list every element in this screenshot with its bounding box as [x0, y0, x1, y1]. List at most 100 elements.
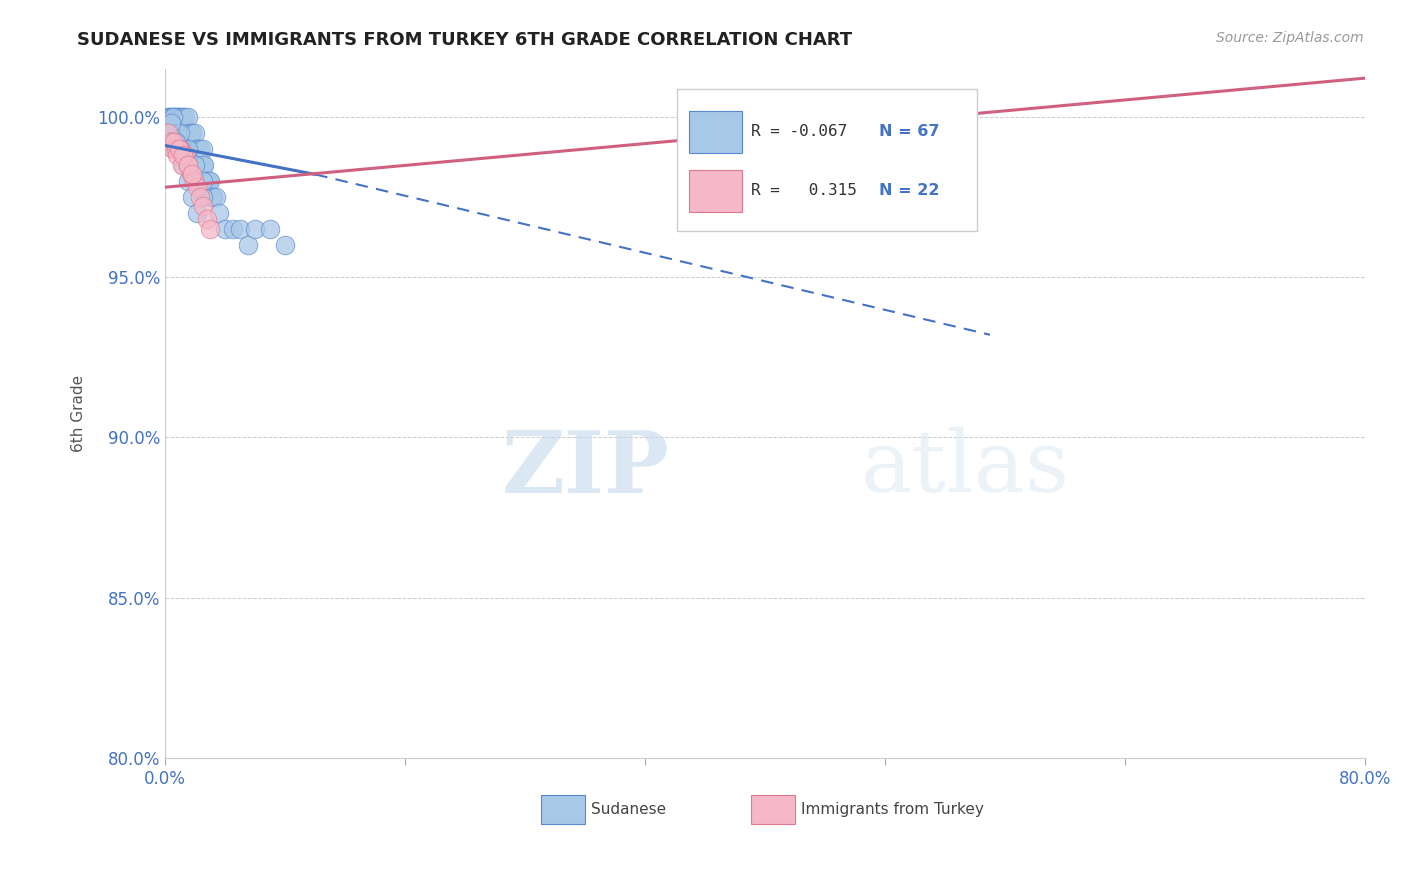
Point: [166, 126, 188, 140]
Point: [181, 167, 204, 181]
Point: [200, 222, 222, 236]
Point: [190, 158, 212, 172]
Point: [167, 142, 190, 156]
Point: [162, 110, 184, 124]
Point: [184, 174, 207, 188]
Point: [184, 126, 207, 140]
Text: Source: ZipAtlas.com: Source: ZipAtlas.com: [1216, 31, 1364, 45]
Point: [183, 174, 205, 188]
Point: [208, 206, 231, 220]
Point: [162, 110, 184, 124]
Point: [167, 110, 190, 124]
Point: [177, 158, 200, 172]
Point: [159, 126, 181, 140]
Point: [184, 142, 207, 156]
Point: [165, 142, 187, 156]
Point: [188, 142, 211, 156]
Point: [191, 158, 214, 172]
Point: [163, 142, 186, 156]
Point: [904, 94, 927, 108]
Text: Sudanese: Sudanese: [591, 803, 666, 817]
Point: [166, 148, 188, 162]
Text: N = 67: N = 67: [879, 125, 939, 139]
Point: [170, 158, 193, 172]
Point: [214, 222, 236, 236]
Point: [188, 158, 211, 172]
Point: [188, 190, 211, 204]
Text: N = 22: N = 22: [879, 183, 939, 198]
Point: [160, 136, 183, 150]
Point: [191, 190, 214, 204]
Point: [195, 174, 218, 188]
Point: [195, 212, 218, 227]
Point: [169, 116, 191, 130]
Point: [221, 222, 243, 236]
Text: R =   0.315: R = 0.315: [751, 183, 856, 198]
Point: [201, 190, 224, 204]
Point: [236, 238, 259, 252]
FancyBboxPatch shape: [689, 112, 742, 153]
Point: [160, 110, 183, 124]
Point: [169, 126, 191, 140]
Point: [187, 142, 209, 156]
Point: [159, 110, 181, 124]
Point: [177, 142, 200, 156]
Point: [173, 148, 195, 162]
Point: [169, 110, 191, 124]
Point: [177, 174, 200, 188]
Point: [181, 142, 204, 156]
FancyBboxPatch shape: [751, 795, 794, 823]
Point: [202, 190, 225, 204]
Text: ZIP: ZIP: [502, 426, 669, 510]
Point: [205, 190, 228, 204]
Point: [170, 110, 193, 124]
Point: [181, 126, 204, 140]
Point: [200, 174, 222, 188]
Point: [194, 174, 217, 188]
Point: [157, 126, 180, 140]
Point: [172, 158, 194, 172]
Point: [180, 167, 202, 181]
Point: [179, 126, 201, 140]
Point: [169, 142, 191, 156]
Point: [165, 110, 187, 124]
Point: [177, 158, 200, 172]
FancyBboxPatch shape: [689, 169, 742, 212]
Text: SUDANESE VS IMMIGRANTS FROM TURKEY 6TH GRADE CORRELATION CHART: SUDANESE VS IMMIGRANTS FROM TURKEY 6TH G…: [77, 31, 852, 49]
Point: [177, 158, 200, 172]
Point: [163, 110, 186, 124]
Point: [173, 110, 195, 124]
Text: Immigrants from Turkey: Immigrants from Turkey: [801, 803, 984, 817]
Point: [174, 126, 197, 140]
Point: [165, 136, 187, 150]
Point: [177, 142, 200, 156]
Point: [172, 126, 194, 140]
Point: [186, 180, 208, 194]
Point: [162, 142, 184, 156]
Point: [184, 158, 207, 172]
Text: R = -0.067: R = -0.067: [751, 125, 846, 139]
Point: [193, 158, 215, 172]
Point: [183, 142, 205, 156]
Point: [160, 116, 183, 130]
Point: [157, 110, 180, 124]
Point: [180, 126, 202, 140]
Y-axis label: 6th Grade: 6th Grade: [72, 375, 86, 452]
Point: [197, 174, 219, 188]
Point: [181, 190, 204, 204]
Point: [177, 110, 200, 124]
Point: [169, 142, 191, 156]
Point: [274, 238, 297, 252]
Point: [191, 142, 214, 156]
FancyBboxPatch shape: [678, 89, 977, 231]
Point: [167, 142, 190, 156]
Point: [166, 110, 188, 124]
Point: [172, 148, 194, 162]
Text: atlas: atlas: [860, 427, 1070, 510]
Point: [191, 199, 214, 213]
Point: [186, 206, 208, 220]
Point: [243, 222, 266, 236]
FancyBboxPatch shape: [541, 795, 585, 823]
Point: [191, 174, 214, 188]
Point: [259, 222, 281, 236]
